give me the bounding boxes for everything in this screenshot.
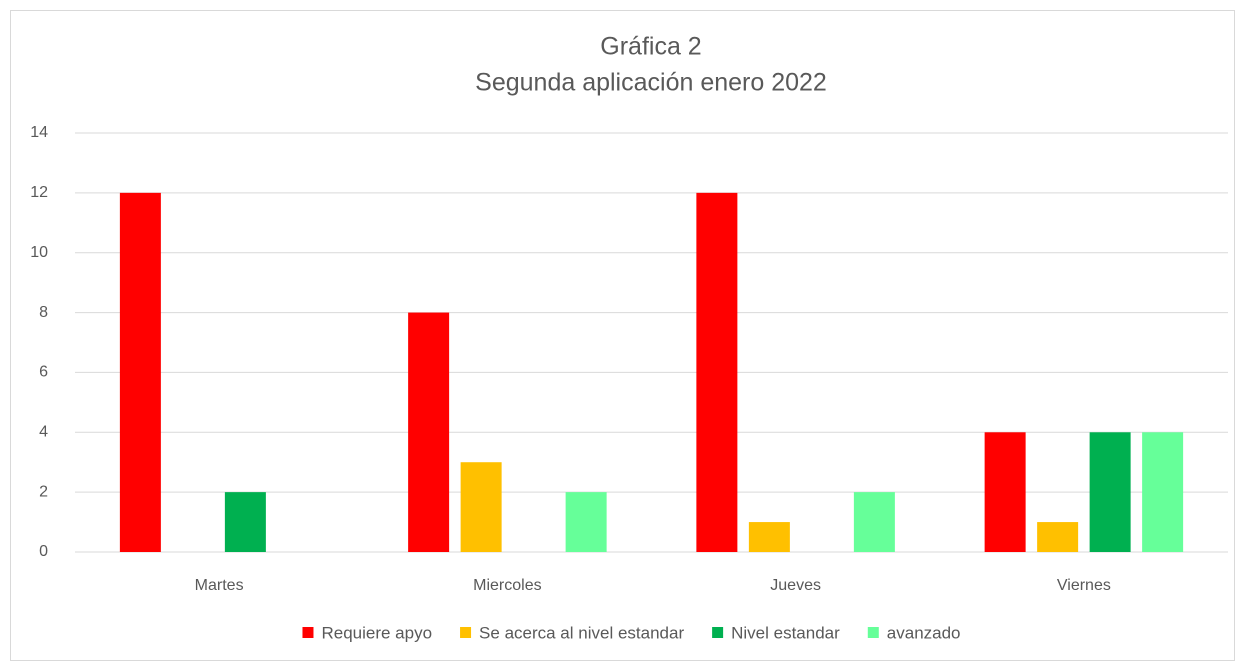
bar xyxy=(1142,432,1184,552)
legend-swatch xyxy=(460,627,472,638)
y-tick-label: 2 xyxy=(39,483,48,500)
legend-swatch xyxy=(867,627,879,638)
chart-subtitle: Segunda aplicación enero 2022 xyxy=(475,69,827,97)
bar xyxy=(408,312,450,552)
y-tick-label: 8 xyxy=(39,304,48,321)
bar xyxy=(1037,522,1079,552)
x-tick-label: Miercoles xyxy=(473,577,541,594)
bar xyxy=(853,492,895,552)
legend-label: Se acerca al nivel estandar xyxy=(479,623,684,642)
legend-swatch xyxy=(712,627,724,638)
bar xyxy=(565,492,607,552)
bar xyxy=(224,492,266,552)
y-tick-label: 10 xyxy=(30,244,48,261)
y-tick-label: 12 xyxy=(30,184,48,201)
legend-label: avanzado xyxy=(887,623,961,642)
chart-border xyxy=(10,10,1235,661)
chart-title: Gráfica 2 xyxy=(600,33,701,61)
y-tick-label: 6 xyxy=(39,364,48,381)
bar xyxy=(119,192,161,552)
legend-label: Requiere apyo xyxy=(321,623,432,642)
legend-swatch xyxy=(302,627,314,638)
bar xyxy=(460,462,502,552)
bar xyxy=(748,522,790,552)
y-tick-label: 0 xyxy=(39,543,48,560)
bar xyxy=(1089,432,1131,552)
y-tick-label: 4 xyxy=(39,424,48,441)
x-tick-label: Viernes xyxy=(1057,577,1111,594)
x-tick-label: Jueves xyxy=(770,577,821,594)
bar xyxy=(696,192,738,552)
bar xyxy=(984,432,1026,552)
x-tick-label: Martes xyxy=(195,577,244,594)
legend-label: Nivel estandar xyxy=(731,623,840,642)
y-tick-label: 14 xyxy=(30,124,48,141)
